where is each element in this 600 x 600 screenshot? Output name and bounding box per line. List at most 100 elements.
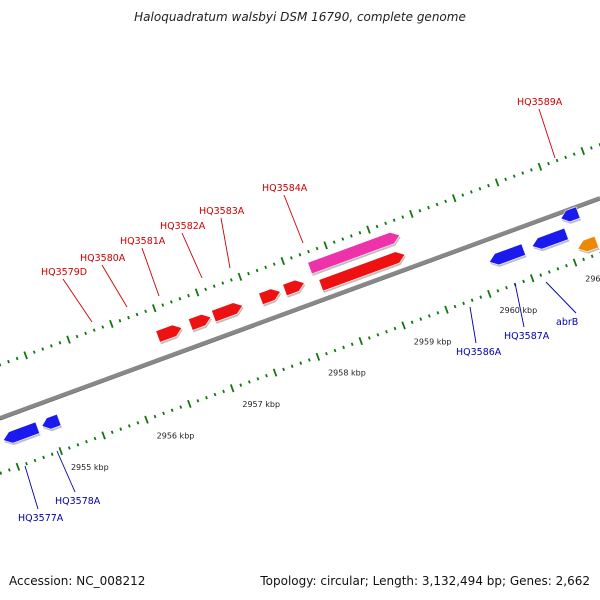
tick-reverse-minor bbox=[410, 320, 414, 324]
tick-forward-minor bbox=[418, 209, 422, 213]
tick-reverse-major bbox=[401, 321, 406, 330]
scale-label: 2960 kbp bbox=[500, 306, 538, 315]
gene-arrow-hq3587a bbox=[531, 227, 569, 250]
tick-reverse-minor bbox=[299, 361, 303, 365]
tick-reverse-minor bbox=[42, 455, 45, 460]
genome-backbone bbox=[0, 196, 600, 420]
tick-reverse-minor bbox=[307, 358, 311, 362]
scale-label: 2959 kbp bbox=[414, 337, 452, 346]
tick-forward-major bbox=[109, 319, 114, 328]
tick-forward-minor bbox=[289, 256, 293, 260]
tick-forward-major bbox=[323, 241, 328, 250]
tick-reverse-minor bbox=[0, 471, 3, 475]
tick-reverse-major bbox=[572, 258, 578, 267]
tick-reverse-minor bbox=[162, 411, 165, 416]
tick-forward-minor bbox=[298, 253, 302, 257]
tick-forward-minor bbox=[178, 297, 182, 301]
tick-forward-minor bbox=[435, 202, 439, 207]
tick-forward-minor bbox=[572, 152, 576, 156]
tick-forward-minor bbox=[92, 328, 96, 332]
tick-forward-minor bbox=[315, 246, 319, 251]
accession-label: Accession: NC_008212 bbox=[9, 574, 146, 588]
tick-forward-major bbox=[237, 272, 243, 281]
tick-reverse-minor bbox=[419, 317, 423, 321]
tick-forward-minor bbox=[512, 174, 516, 178]
label-leader-line bbox=[62, 278, 93, 323]
gene-arrow-hq3580a bbox=[187, 314, 212, 331]
tick-forward-minor bbox=[427, 205, 430, 210]
tick-forward-minor bbox=[478, 187, 482, 191]
tick-forward-minor bbox=[75, 334, 79, 339]
tick-reverse-major bbox=[315, 352, 321, 361]
tick-forward-minor bbox=[144, 309, 148, 314]
tick-reverse-minor bbox=[85, 439, 88, 444]
tick-forward-minor bbox=[589, 146, 593, 150]
gene-arrow-hq3577a bbox=[2, 421, 41, 444]
tick-forward-minor bbox=[555, 158, 559, 163]
tick-reverse-major bbox=[229, 384, 235, 393]
tick-reverse-minor bbox=[479, 295, 483, 299]
tick-reverse-minor bbox=[213, 392, 217, 397]
tick-reverse-minor bbox=[179, 405, 183, 409]
tick-reverse-minor bbox=[556, 267, 560, 271]
tick-reverse-minor bbox=[25, 461, 28, 466]
gene-label-hq3586a: HQ3586A bbox=[456, 347, 502, 358]
tick-reverse-minor bbox=[522, 279, 525, 284]
tick-reverse-minor bbox=[547, 270, 551, 274]
tick-reverse-minor bbox=[325, 351, 328, 356]
tick-forward-minor bbox=[169, 300, 173, 304]
label-leader-line bbox=[101, 264, 128, 308]
tick-reverse-minor bbox=[205, 395, 208, 400]
gene-arrow-hq3584a bbox=[318, 251, 406, 292]
tick-reverse-minor bbox=[110, 430, 114, 434]
tick-forward-minor bbox=[375, 224, 379, 229]
tick-reverse-minor bbox=[470, 298, 474, 302]
tick-reverse-minor bbox=[7, 468, 11, 472]
gene-label-hq3583a: HQ3583A bbox=[199, 206, 245, 217]
tick-forward-minor bbox=[307, 249, 310, 254]
tick-reverse-minor bbox=[582, 257, 585, 262]
tick-reverse-minor bbox=[590, 254, 594, 258]
tick-forward-minor bbox=[469, 190, 473, 194]
tick-forward-minor bbox=[135, 312, 139, 317]
label-leader-line bbox=[283, 194, 304, 244]
gene-label-hq3578a: HQ3578A bbox=[55, 496, 101, 507]
tick-forward-minor bbox=[84, 331, 88, 336]
label-leader-line bbox=[56, 450, 76, 493]
tick-forward-minor bbox=[349, 234, 353, 238]
gene-label-abrb: abrB bbox=[556, 317, 578, 328]
scale-label: 2958 kbp bbox=[328, 369, 366, 378]
tick-forward-minor bbox=[161, 303, 165, 307]
gene-arrow-hq3583a bbox=[282, 279, 305, 297]
tick-forward-minor bbox=[401, 215, 405, 219]
tick-reverse-minor bbox=[33, 458, 37, 463]
tick-forward-minor bbox=[521, 171, 525, 175]
tick-reverse-major bbox=[487, 289, 492, 299]
tick-reverse-minor bbox=[333, 348, 337, 353]
tick-reverse-minor bbox=[342, 345, 345, 350]
label-leader-line bbox=[538, 108, 556, 159]
tick-forward-minor bbox=[255, 268, 259, 273]
gene-arrow-hq3579d bbox=[155, 324, 183, 343]
tick-reverse-minor bbox=[153, 414, 157, 419]
tick-reverse-minor bbox=[393, 326, 397, 331]
tick-reverse-minor bbox=[367, 336, 371, 340]
tick-forward-minor bbox=[272, 262, 276, 266]
gene-label-hq3581a: HQ3581A bbox=[120, 236, 166, 247]
tick-forward-minor bbox=[392, 218, 396, 222]
label-leader-line bbox=[24, 465, 39, 510]
tick-reverse-minor bbox=[565, 263, 568, 268]
tick-forward-major bbox=[194, 288, 200, 297]
tick-reverse-minor bbox=[256, 377, 260, 381]
tick-forward-major bbox=[66, 335, 71, 344]
gene-label-hq3589a: HQ3589A bbox=[517, 97, 563, 108]
tick-forward-minor bbox=[504, 177, 508, 182]
tick-reverse-minor bbox=[50, 452, 54, 456]
tick-forward-minor bbox=[384, 221, 388, 226]
tick-reverse-major bbox=[58, 447, 63, 456]
tick-forward-minor bbox=[204, 287, 208, 292]
tick-reverse-minor bbox=[282, 367, 285, 372]
tick-forward-minor bbox=[187, 293, 190, 298]
tick-forward-minor bbox=[41, 347, 45, 351]
